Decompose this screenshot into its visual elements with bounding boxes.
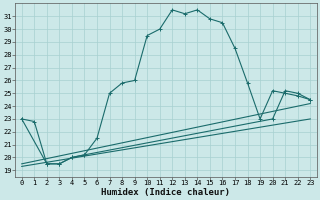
X-axis label: Humidex (Indice chaleur): Humidex (Indice chaleur) <box>101 188 230 197</box>
